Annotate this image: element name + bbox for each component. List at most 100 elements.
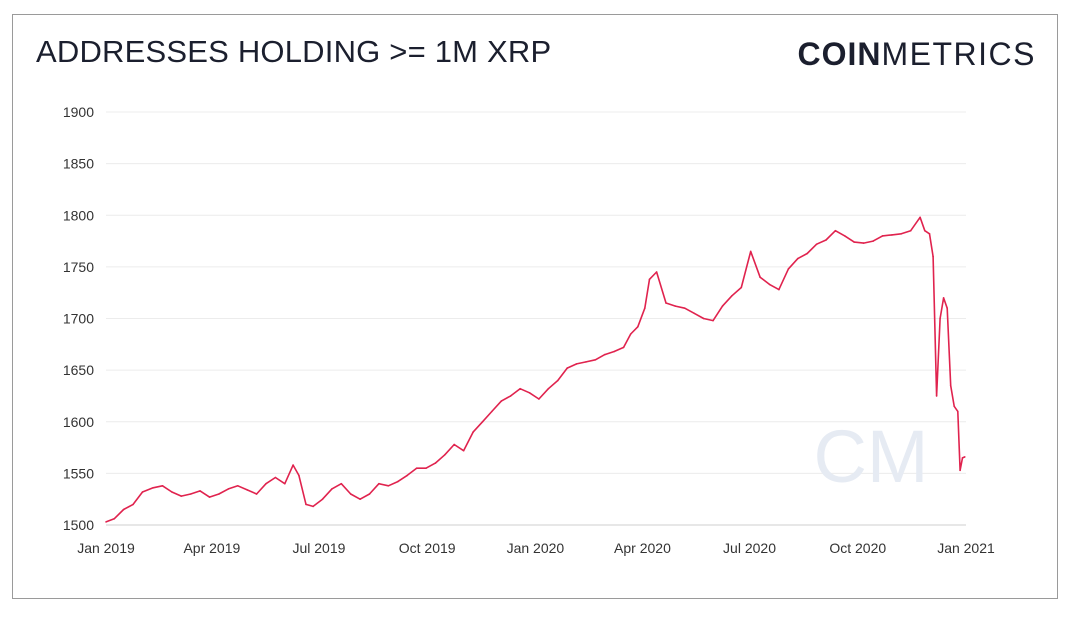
data-point (693, 312, 695, 315)
data-point (787, 268, 790, 270)
data-point (637, 326, 639, 328)
x-tick-label: Jul 2020 (723, 540, 776, 556)
data-point (949, 384, 952, 387)
data-point (453, 443, 456, 446)
grid-lines (106, 111, 966, 526)
data-point (844, 235, 846, 237)
data-point (406, 474, 409, 477)
y-tick-label: 1850 (63, 156, 94, 172)
data-point (105, 521, 107, 523)
data-point (575, 363, 578, 365)
data-point (629, 333, 632, 335)
data-point (935, 395, 938, 397)
data-point (481, 421, 484, 423)
data-point (425, 467, 427, 470)
data-point (964, 456, 966, 458)
data-point (731, 295, 733, 297)
data-point (585, 361, 587, 363)
data-point (141, 491, 144, 493)
data-point (900, 233, 903, 235)
data-point (613, 350, 615, 353)
data-point (946, 307, 948, 310)
data-point (538, 398, 540, 400)
x-tick-label: Jan 2020 (507, 540, 565, 556)
data-point (594, 359, 597, 361)
data-point (566, 367, 568, 369)
data-point (199, 490, 201, 492)
data-point (292, 464, 294, 466)
data-point (961, 457, 964, 459)
data-point (953, 405, 955, 408)
data-point (340, 482, 343, 485)
data-point (237, 485, 239, 487)
chart-title: ADDRESSES HOLDING >= 1M XRP (36, 34, 552, 69)
watermark-logo: CM (813, 415, 928, 498)
y-tick-label: 1550 (63, 465, 94, 481)
y-tick-label: 1650 (63, 362, 94, 378)
data-point (519, 387, 521, 390)
data-point (932, 255, 934, 258)
data-point (298, 474, 300, 477)
data-point (740, 286, 743, 289)
y-tick-label: 1600 (63, 414, 94, 430)
data-point (331, 488, 333, 490)
data-point (959, 469, 961, 472)
data-point (778, 288, 780, 291)
y-tick-label: 1500 (63, 517, 94, 533)
data-point (359, 498, 361, 501)
data-point (415, 467, 418, 470)
data-point (113, 518, 115, 520)
data-point (909, 229, 912, 232)
data-point (712, 319, 714, 322)
data-point (284, 482, 286, 485)
data-point (218, 493, 220, 495)
data-point (665, 302, 667, 304)
data-point (674, 305, 677, 307)
data-point (815, 243, 818, 245)
data-point (797, 257, 799, 260)
series-layer (105, 216, 966, 523)
data-point (434, 462, 437, 464)
data-point (622, 346, 625, 349)
data-point (759, 276, 761, 279)
brand-logo-light: METRICS (881, 36, 1036, 72)
x-axis: Jan 2019 Apr 2019 Jul 2019 Oct 2019 Jan 2020… (77, 540, 995, 556)
data-point (881, 235, 884, 237)
data-point (644, 307, 646, 310)
data-point (684, 307, 686, 310)
data-point (378, 482, 380, 485)
data-point (853, 241, 855, 243)
x-tick-label: Apr 2020 (614, 540, 671, 556)
data-point (312, 505, 314, 508)
data-point (208, 496, 211, 498)
data-point (246, 489, 248, 491)
y-tick-label: 1900 (63, 104, 94, 120)
data-point (648, 278, 651, 281)
data-point (274, 476, 277, 479)
x-tick-label: Jan 2021 (937, 540, 995, 556)
data-point (265, 482, 267, 485)
brand-logo-bold: COIN (797, 36, 882, 72)
brand-logo: COINMETRICS (798, 36, 1037, 73)
data-point (349, 493, 352, 495)
data-point (500, 400, 503, 402)
data-point (557, 379, 559, 382)
data-point (528, 392, 531, 394)
data-point (957, 410, 959, 413)
data-point (472, 431, 474, 433)
data-point (132, 503, 134, 506)
data-point (702, 317, 705, 320)
data-point (397, 480, 399, 483)
data-point (872, 240, 874, 242)
data-point (768, 283, 771, 286)
data-point (122, 508, 125, 511)
data-point (368, 493, 371, 495)
data-point (180, 495, 183, 497)
data-point (152, 487, 154, 489)
data-point (171, 491, 173, 493)
data-point (939, 317, 941, 320)
data-point (942, 297, 945, 299)
data-point (891, 234, 893, 236)
data-point (655, 271, 658, 273)
